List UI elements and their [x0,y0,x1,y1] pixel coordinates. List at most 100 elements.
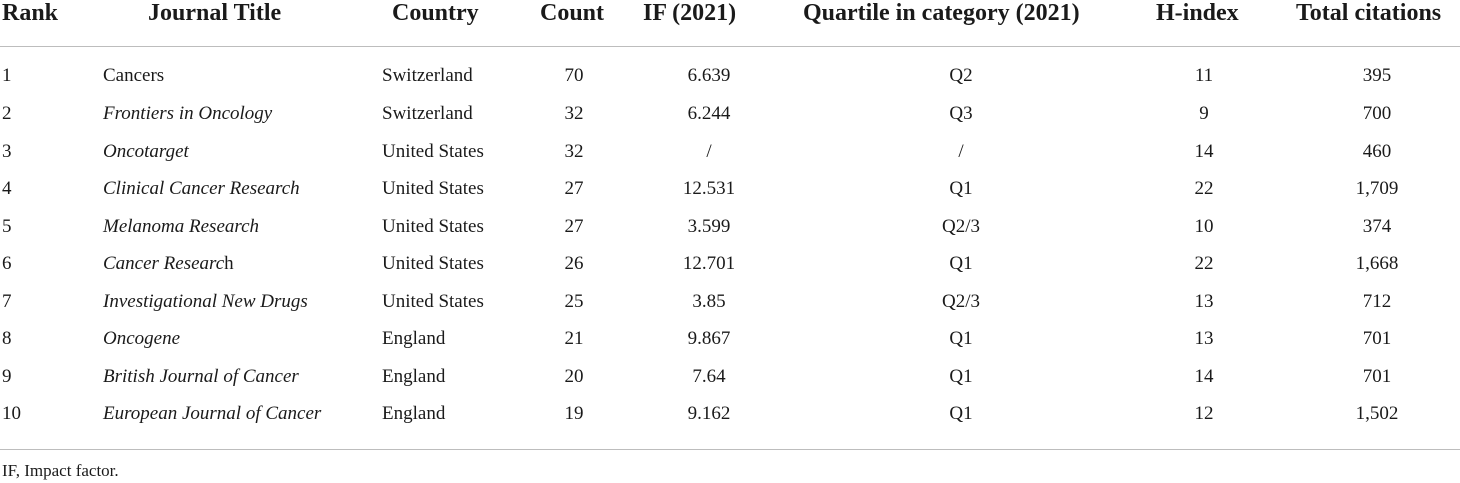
journal-title-text: British Journal of Cancer [103,366,299,387]
cell-impact-factor-value: 12.701 [682,253,736,274]
cell-count-value: 27 [564,178,584,199]
header-total-citations: Total citations [1296,0,1442,26]
cell-rank: 8 [2,328,12,349]
header-country: Country [392,0,479,26]
cell-total-citations-value: 395 [1362,65,1392,86]
cell-journal-title: Frontiers in Oncology [103,101,272,127]
cell-count-value: 70 [564,65,584,86]
cell-total-citations-value: 374 [1362,216,1392,237]
cell-h-index-value: 14 [1194,366,1214,387]
table-row: 6 Cancer Research United States 26 12.701 Q1 2… [0,251,1460,289]
cell-impact-factor-value: 9.867 [687,328,731,349]
table-row: 1 Cancers Switzerland 70 6.639 Q2 11 395 [0,63,1460,101]
journal-title-text: Investigational New Drugs [103,291,308,312]
cell-journal-title: Clinical Cancer Research [103,176,300,202]
cell-country: United States [382,141,484,162]
cell-rank: 5 [2,216,12,237]
cell-h-index-value: 13 [1194,291,1214,312]
cell-quartile-value: Q1 [949,366,973,387]
cell-quartile-value: Q2/3 [942,216,980,237]
table-row: 3 Oncotarget United States 32 / / 14 460 [0,139,1460,177]
cell-rank: 3 [2,141,12,162]
cell-journal-title: Oncotarget [103,139,189,165]
cell-count-value: 20 [564,366,584,387]
journal-title-text: Oncotarget [103,141,189,162]
journal-title-roman-part: h [224,253,234,274]
table-row: 9 British Journal of Cancer England 20 7.64 Q… [0,364,1460,402]
cell-journal-title: British Journal of Cancer [103,364,299,390]
header-h-index: H-index [1156,0,1239,26]
cell-impact-factor-value: 3.599 [687,216,731,237]
cell-total-citations-value: 701 [1362,366,1392,387]
cell-country: England [382,403,446,424]
cell-count-value: 21 [564,328,584,349]
cell-country: Switzerland [382,103,473,124]
cell-count-value: 27 [564,216,584,237]
cell-quartile-value: Q1 [949,253,973,274]
cell-journal-title: Melanoma Research [103,214,259,240]
cell-country: United States [382,253,484,274]
cell-total-citations-value: 1,668 [1355,253,1399,274]
cell-count-value: 32 [564,141,584,162]
cell-country: England [382,328,446,349]
cell-impact-factor-value: 6.244 [687,103,731,124]
header-count: Count [540,0,605,26]
header-quartile: Quartile in category (2021) [803,0,1080,26]
cell-h-index-value: 9 [1199,103,1209,124]
cell-total-citations-value: 1,502 [1355,403,1399,424]
cell-h-index-value: 22 [1194,253,1214,274]
table-row: 8 Oncogene England 21 9.867 Q1 13 701 [0,326,1460,364]
cell-country: United States [382,216,484,237]
cell-impact-factor-value: 6.639 [687,65,731,86]
header-journal-title: Journal Title [148,0,282,26]
cell-count-value: 25 [564,291,584,312]
cell-quartile-value: Q2 [949,65,973,86]
cell-impact-factor-value: 9.162 [687,403,731,424]
cell-journal-title: Oncogene [103,326,180,352]
cell-quartile-value: / [958,141,964,162]
cell-total-citations-value: 460 [1362,141,1392,162]
cell-impact-factor-value: / [706,141,712,162]
cell-total-citations-value: 700 [1362,103,1392,124]
journal-title-italic-part: Cancer Researc [103,253,225,274]
cell-quartile-value: Q1 [949,328,973,349]
cell-h-index-value: 13 [1194,328,1214,349]
header-rank: Rank [2,0,59,26]
cell-country: England [382,366,446,387]
table-row: 5 Melanoma Research United States 27 3.599 Q2… [0,214,1460,252]
cell-impact-factor-value: 3.85 [692,291,726,312]
table-bottom-rule [0,449,1460,450]
table-row: 7 Investigational New Drugs United States 2… [0,289,1460,327]
cell-journal-title: European Journal of Cancer [103,401,321,427]
cell-rank: 10 [2,403,21,424]
journal-title-text: Cancers [103,65,165,86]
journal-title-text: European Journal of Cancer [103,403,322,424]
header-impact-factor: IF (2021) [643,0,737,26]
cell-country: United States [382,178,484,199]
cell-impact-factor-value: 7.64 [692,366,726,387]
journal-title-text: Melanoma Research [103,216,259,237]
cell-rank: 2 [2,103,12,124]
journal-title-text: Clinical Cancer Research [103,178,300,199]
cell-h-index-value: 11 [1194,65,1214,86]
cell-h-index-value: 12 [1194,403,1214,424]
cell-total-citations-value: 1,709 [1355,178,1399,199]
cell-journal-title: Cancer Research [103,251,234,277]
table-row: 4 Clinical Cancer Research United States 27… [0,176,1460,214]
cell-h-index-value: 22 [1194,178,1214,199]
cell-rank: 4 [2,178,12,199]
cell-country: Switzerland [382,65,473,86]
table-header-row: Rank Journal Title Country Count IF (202… [0,0,1460,47]
cell-journal-title: Cancers [103,63,164,89]
cell-rank: 1 [2,65,12,86]
cell-quartile-value: Q3 [949,103,973,124]
cell-country: United States [382,291,484,312]
cell-rank: 6 [2,253,12,274]
cell-total-citations-value: 712 [1362,291,1392,312]
cell-count-value: 26 [564,253,584,274]
journal-title-text: Oncogene [103,328,181,349]
cell-quartile-value: Q1 [949,403,973,424]
journal-title-text: Frontiers in Oncology [103,103,273,124]
table-footnote: IF, Impact factor. [2,461,119,480]
cell-h-index-value: 14 [1194,141,1214,162]
